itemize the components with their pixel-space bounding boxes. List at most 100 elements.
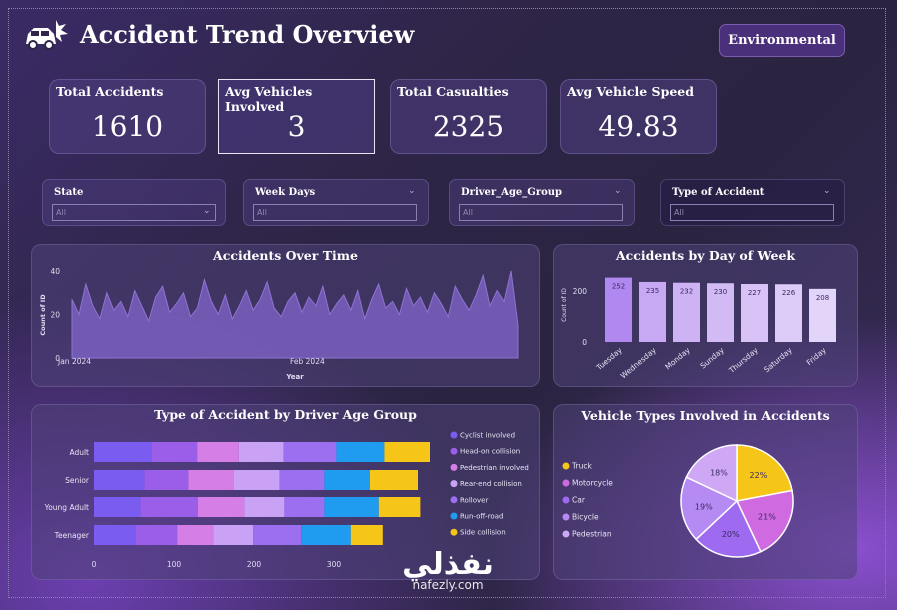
chevron-down-icon[interactable]: ⌄: [203, 206, 211, 216]
stacked-bar-segment: [350, 525, 383, 545]
kpi-label: Avg Vehicle Speed: [567, 84, 694, 99]
state-dropdown[interactable]: All: [52, 204, 216, 221]
stacked-bar-segment: [324, 470, 370, 490]
chevron-down-icon[interactable]: ⌄: [823, 186, 831, 196]
x-tick-label: 100: [167, 560, 182, 569]
environmental-button[interactable]: Environmental: [719, 24, 845, 57]
kpi-value: 1610: [91, 110, 164, 143]
category-label: Adult: [69, 448, 89, 457]
panel-type-by-age: Type of Accident by Driver Age Group Adu…: [31, 404, 540, 580]
pie-chart[interactable]: 22% 21% 20% 19% 18% Truck Motorcycle Car Bicycle…: [554, 405, 859, 581]
stacked-bar-segment: [244, 497, 285, 517]
slicer-week-days: Week Days All ⌄: [243, 179, 429, 226]
slicer-label: Driver_Age_Group: [461, 187, 563, 198]
x-tick-label: 200: [247, 560, 262, 569]
stacked-bar-segment: [94, 497, 141, 517]
slicer-state: State All ⌄: [42, 179, 226, 226]
y-tick-label: 40: [50, 267, 60, 276]
kpi-avg-speed: Avg Vehicle Speed 49.83: [560, 79, 717, 154]
legend-entry: Side collision: [460, 529, 506, 537]
legend-swatch: [562, 496, 570, 504]
pie-slice: [736, 444, 793, 502]
category-label: Senior: [65, 476, 90, 485]
slicer-label: State: [54, 187, 84, 198]
legend-swatch: [450, 431, 458, 439]
legend-swatch: [562, 479, 570, 487]
legend-swatch: [450, 463, 458, 471]
legend-entry: Run-off-road: [460, 513, 503, 521]
panel-accidents-by-day: Accidents by Day of Week 0 200 Count of ID…: [553, 244, 858, 387]
stacked-bar-segment: [279, 470, 325, 490]
panel-vehicle-types: Vehicle Types Involved in Accidents 22% 2…: [553, 404, 858, 580]
bar-data-label: 232: [680, 288, 693, 296]
x-tick-label: Monday: [663, 345, 692, 371]
x-tick-label: Jan 2024: [57, 357, 91, 366]
day-bar: [605, 277, 632, 342]
page-title: Accident Trend Overview: [80, 20, 415, 49]
stacked-bar-segment: [135, 525, 178, 545]
legend-entry: Motorcycle: [572, 479, 613, 488]
y-tick-label: 20: [50, 311, 60, 320]
stacked-bar-segment: [238, 442, 284, 462]
day-bar-chart[interactable]: 0 200 Count of ID 252 Tuesday 235 Wednesday 232…: [554, 245, 859, 388]
legend-swatch: [562, 462, 570, 470]
stacked-bar-chart[interactable]: Adult Senior Young Adult Teenager 0 100 200 300…: [32, 405, 541, 581]
bar-data-label: 230: [714, 288, 727, 296]
legend-entry: Bicycle: [572, 513, 599, 522]
legend-entry: Rear-end collision: [460, 480, 522, 488]
bar-data-label: 226: [782, 289, 796, 297]
day-bar: [639, 281, 666, 342]
pie-data-label: 21%: [758, 512, 776, 521]
legend-entry: Head-on collision: [460, 448, 520, 456]
chart-title: Accidents Over Time: [213, 248, 358, 263]
slicer-driver-age-group: Driver_Age_Group All ⌄: [449, 179, 635, 226]
stacked-bar-segment: [284, 497, 325, 517]
legend-entry: Rollover: [460, 496, 488, 504]
x-tick-label: Friday: [805, 345, 829, 367]
stacked-bar-segment: [188, 470, 234, 490]
pie-slice: [685, 444, 738, 503]
stacked-bar-segment: [384, 442, 430, 462]
x-tick-label: Feb 2024: [290, 357, 325, 366]
legend-entry: Pedestrian: [572, 530, 612, 539]
week-days-dropdown[interactable]: All: [253, 204, 417, 221]
chevron-down-icon[interactable]: ⌄: [614, 186, 622, 196]
stacked-bar-segment: [94, 470, 145, 490]
legend-entry: Pedestrian involved: [460, 464, 529, 472]
type-of-accident-dropdown[interactable]: All: [670, 204, 834, 221]
pie-data-label: 18%: [710, 469, 728, 478]
pie-data-label: 22%: [750, 471, 768, 480]
bar-data-label: 252: [612, 283, 625, 291]
stacked-bar-segment: [253, 525, 302, 545]
day-bar: [741, 283, 768, 342]
stacked-bar-segment: [198, 497, 245, 517]
y-axis-label: Count of ID: [561, 288, 568, 322]
stacked-bar-segment: [151, 442, 198, 462]
driver-age-group-dropdown[interactable]: All: [459, 204, 623, 221]
y-tick-label: 200: [573, 287, 588, 296]
pie-slice: [695, 499, 762, 558]
bar-data-label: 208: [816, 294, 829, 302]
stacked-bar-segment: [234, 470, 280, 490]
kpi-value: 3: [287, 110, 306, 143]
watermark: نفذلي nafezly.com: [388, 547, 508, 593]
chart-title: Type of Accident by Driver Age Group: [154, 407, 417, 422]
x-tick-label: 300: [327, 560, 342, 569]
slicer-type-of-accident: Type of Accident All ⌄: [660, 179, 845, 226]
legend-entry: Cyclist involved: [460, 432, 515, 440]
legend-swatch: [450, 496, 458, 504]
category-label: Teenager: [54, 531, 90, 540]
stacked-bar-segment: [378, 497, 421, 517]
slicer-label: Week Days: [255, 187, 316, 198]
legend-entry: Truck: [571, 462, 592, 471]
dashboard-frame: [8, 8, 886, 598]
stacked-bar-segment: [301, 525, 351, 545]
stacked-bar-segment: [370, 470, 418, 490]
stacked-bar-segment: [283, 442, 337, 462]
legend-swatch: [450, 528, 458, 536]
chevron-down-icon[interactable]: ⌄: [408, 186, 416, 196]
area-series: [71, 270, 519, 359]
x-tick-label: 0: [92, 560, 97, 569]
watermark-arabic: نفذلي: [402, 547, 494, 582]
area-chart[interactable]: 0 20 40 Jan 2024 Feb 2024 Year Count of ID: [32, 245, 541, 388]
